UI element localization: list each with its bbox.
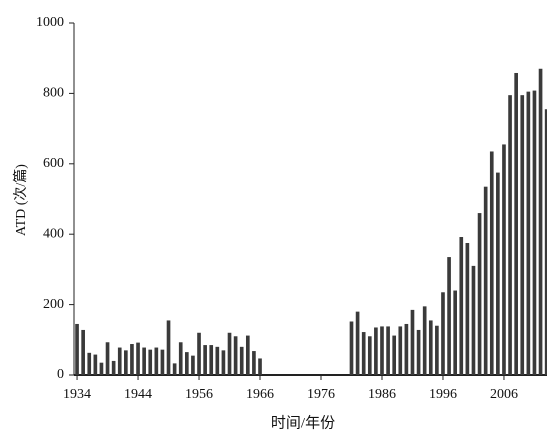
bar (130, 344, 134, 375)
bar (489, 151, 494, 375)
bar (81, 329, 85, 375)
bar (508, 95, 512, 375)
bar (380, 326, 384, 375)
bar (538, 68, 543, 375)
bar (136, 342, 140, 375)
y-tick-label: 600 (43, 156, 64, 171)
bar (532, 90, 537, 376)
bar (416, 329, 421, 375)
bar (93, 354, 98, 375)
bar (483, 186, 488, 375)
y-tick-label: 0 (57, 367, 64, 382)
bar (520, 95, 525, 375)
bar (75, 323, 79, 375)
bar (197, 332, 201, 375)
x-tick-label: 1956 (185, 387, 213, 402)
bar (252, 351, 256, 375)
bar (465, 243, 470, 375)
bar (148, 349, 153, 375)
x-tick-label: 2006 (490, 387, 518, 402)
bar (453, 290, 458, 375)
x-axis-label: 时间/年份 (271, 414, 335, 431)
bar (361, 332, 366, 375)
bar (105, 342, 110, 375)
x-tick-label: 1944 (124, 387, 152, 402)
bar (404, 323, 409, 375)
y-tick-label: 1000 (36, 15, 64, 30)
bar (178, 342, 183, 375)
bar (477, 213, 482, 375)
bar (154, 347, 159, 375)
bar (428, 320, 433, 375)
y-tick-label: 200 (43, 297, 64, 312)
bar (496, 172, 500, 375)
x-tick-label: 1966 (246, 387, 274, 402)
bar (203, 345, 207, 375)
bar (502, 144, 506, 375)
bar (526, 91, 531, 375)
y-tick-label: 400 (43, 226, 64, 241)
bar (209, 345, 214, 375)
bar (459, 237, 464, 375)
bar (422, 306, 427, 375)
bar (142, 347, 146, 375)
bar (239, 346, 244, 375)
y-tick-label: 800 (43, 86, 64, 101)
bar (99, 362, 104, 375)
bar (435, 325, 439, 375)
bar (349, 321, 354, 375)
bar (514, 72, 518, 375)
bar (221, 350, 226, 375)
bar (374, 327, 378, 375)
bar (233, 336, 238, 375)
x-tick-label: 1996 (429, 387, 457, 402)
bar (172, 363, 177, 375)
x-tick-label: 1976 (307, 387, 335, 402)
bar (441, 292, 445, 375)
y-axis-label: ATD (次/篇) (13, 164, 29, 236)
bar (386, 326, 390, 375)
bar (166, 320, 171, 375)
bar (87, 352, 92, 375)
bar (471, 265, 476, 375)
bar (124, 350, 128, 375)
bar (544, 109, 547, 376)
bar (398, 326, 403, 375)
bar (227, 332, 232, 375)
bar (160, 349, 165, 375)
bar (367, 336, 372, 375)
bar (111, 360, 116, 375)
bar (215, 346, 220, 375)
bar (191, 355, 195, 375)
x-tick-label: 1934 (63, 387, 91, 402)
x-tick-label: 1986 (368, 387, 396, 402)
bar (447, 257, 451, 375)
bar (245, 335, 250, 375)
bar (392, 335, 397, 375)
bar (117, 347, 122, 375)
bar (184, 352, 189, 375)
bar (355, 311, 360, 375)
bar (258, 358, 262, 375)
bar (410, 309, 415, 375)
